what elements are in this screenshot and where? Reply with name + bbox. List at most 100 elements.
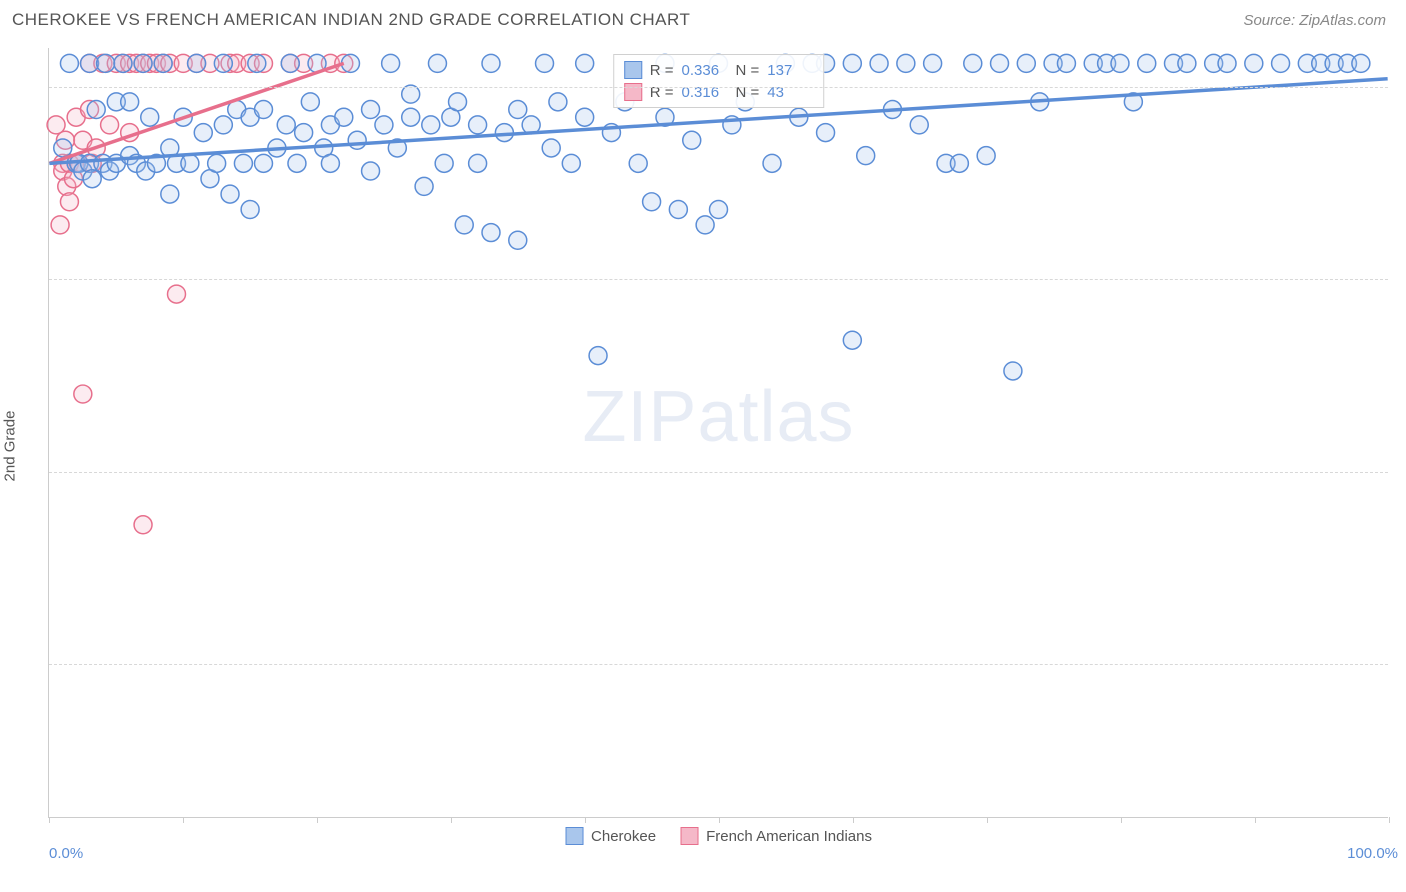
- data-point: [54, 139, 72, 157]
- data-point: [415, 177, 433, 195]
- data-point: [509, 101, 527, 119]
- data-point: [134, 54, 152, 72]
- chart-title: CHEROKEE VS FRENCH AMERICAN INDIAN 2ND G…: [12, 10, 690, 30]
- data-point: [763, 154, 781, 172]
- legend-swatch-french: [680, 827, 698, 845]
- data-point: [576, 108, 594, 126]
- stats-swatch-cherokee: [624, 61, 642, 79]
- data-point: [843, 331, 861, 349]
- data-point: [964, 54, 982, 72]
- stats-row-french: R = 0.316 N = 43: [624, 81, 814, 103]
- data-point: [469, 116, 487, 134]
- data-point: [897, 54, 915, 72]
- data-point: [1111, 54, 1129, 72]
- data-point: [857, 147, 875, 165]
- x-tick: [183, 817, 184, 823]
- correlation-stats-box: R = 0.336 N = 137 R = 0.316 N = 43: [613, 54, 825, 108]
- legend-swatch-cherokee: [565, 827, 583, 845]
- data-point: [301, 93, 319, 111]
- data-point: [87, 101, 105, 119]
- x-tick: [585, 817, 586, 823]
- data-point: [435, 154, 453, 172]
- data-point: [194, 124, 212, 142]
- data-point: [60, 193, 78, 211]
- gridline: [49, 279, 1388, 280]
- data-point: [950, 154, 968, 172]
- data-point: [255, 101, 273, 119]
- data-point: [469, 154, 487, 172]
- data-point: [1057, 54, 1075, 72]
- scatter-plot-svg: [49, 48, 1388, 817]
- data-point: [710, 201, 728, 219]
- data-point: [114, 54, 132, 72]
- y-axis-title: 2nd Grade: [2, 411, 19, 482]
- gridline: [49, 664, 1388, 665]
- x-tick: [1389, 817, 1390, 823]
- data-point: [382, 54, 400, 72]
- data-point: [208, 154, 226, 172]
- data-point: [977, 147, 995, 165]
- data-point: [277, 116, 295, 134]
- data-point: [101, 116, 119, 134]
- data-point: [562, 154, 580, 172]
- data-point: [991, 54, 1009, 72]
- x-tick: [451, 817, 452, 823]
- data-point: [248, 54, 266, 72]
- data-point: [589, 347, 607, 365]
- data-point: [696, 216, 714, 234]
- r-value-cherokee: 0.336: [682, 62, 728, 79]
- x-tick: [987, 817, 988, 823]
- data-point: [81, 54, 99, 72]
- data-point: [924, 54, 942, 72]
- data-point: [221, 185, 239, 203]
- data-point: [51, 216, 69, 234]
- data-point: [362, 101, 380, 119]
- data-point: [542, 139, 560, 157]
- data-point: [295, 124, 313, 142]
- data-point: [455, 216, 473, 234]
- data-point: [288, 154, 306, 172]
- data-point: [1178, 54, 1196, 72]
- y-tick-label: 92.5%: [1398, 656, 1406, 673]
- legend-label-cherokee: Cherokee: [591, 828, 656, 845]
- data-point: [870, 54, 888, 72]
- data-point: [181, 154, 199, 172]
- data-point: [910, 116, 928, 134]
- data-point: [402, 85, 420, 103]
- data-point: [375, 116, 393, 134]
- data-point: [509, 231, 527, 249]
- data-point: [1138, 54, 1156, 72]
- data-point: [188, 54, 206, 72]
- data-point: [134, 516, 152, 534]
- data-point: [817, 124, 835, 142]
- plot-area: ZIPatlas R = 0.336 N = 137 R = 0.316 N =…: [48, 48, 1388, 818]
- data-point: [341, 54, 359, 72]
- data-point: [482, 54, 500, 72]
- n-value-cherokee: 137: [767, 62, 813, 79]
- data-point: [549, 93, 567, 111]
- legend: Cherokee French American Indians: [565, 827, 872, 845]
- data-point: [74, 385, 92, 403]
- y-tick-label: 95.0%: [1398, 463, 1406, 480]
- data-point: [154, 54, 172, 72]
- data-point: [348, 131, 366, 149]
- data-point: [843, 54, 861, 72]
- data-point: [683, 131, 701, 149]
- data-point: [629, 154, 647, 172]
- data-point: [121, 93, 139, 111]
- gridline: [49, 87, 1388, 88]
- data-point: [97, 54, 115, 72]
- x-min-label: 0.0%: [49, 845, 83, 862]
- data-point: [669, 201, 687, 219]
- data-point: [335, 108, 353, 126]
- data-point: [536, 54, 554, 72]
- source-attribution: Source: ZipAtlas.com: [1243, 12, 1386, 29]
- data-point: [1218, 54, 1236, 72]
- data-point: [214, 54, 232, 72]
- gridline: [49, 472, 1388, 473]
- data-point: [281, 54, 299, 72]
- data-point: [60, 54, 78, 72]
- legend-item-french: French American Indians: [680, 827, 872, 845]
- data-point: [428, 54, 446, 72]
- chart-header: CHEROKEE VS FRENCH AMERICAN INDIAN 2ND G…: [0, 0, 1406, 38]
